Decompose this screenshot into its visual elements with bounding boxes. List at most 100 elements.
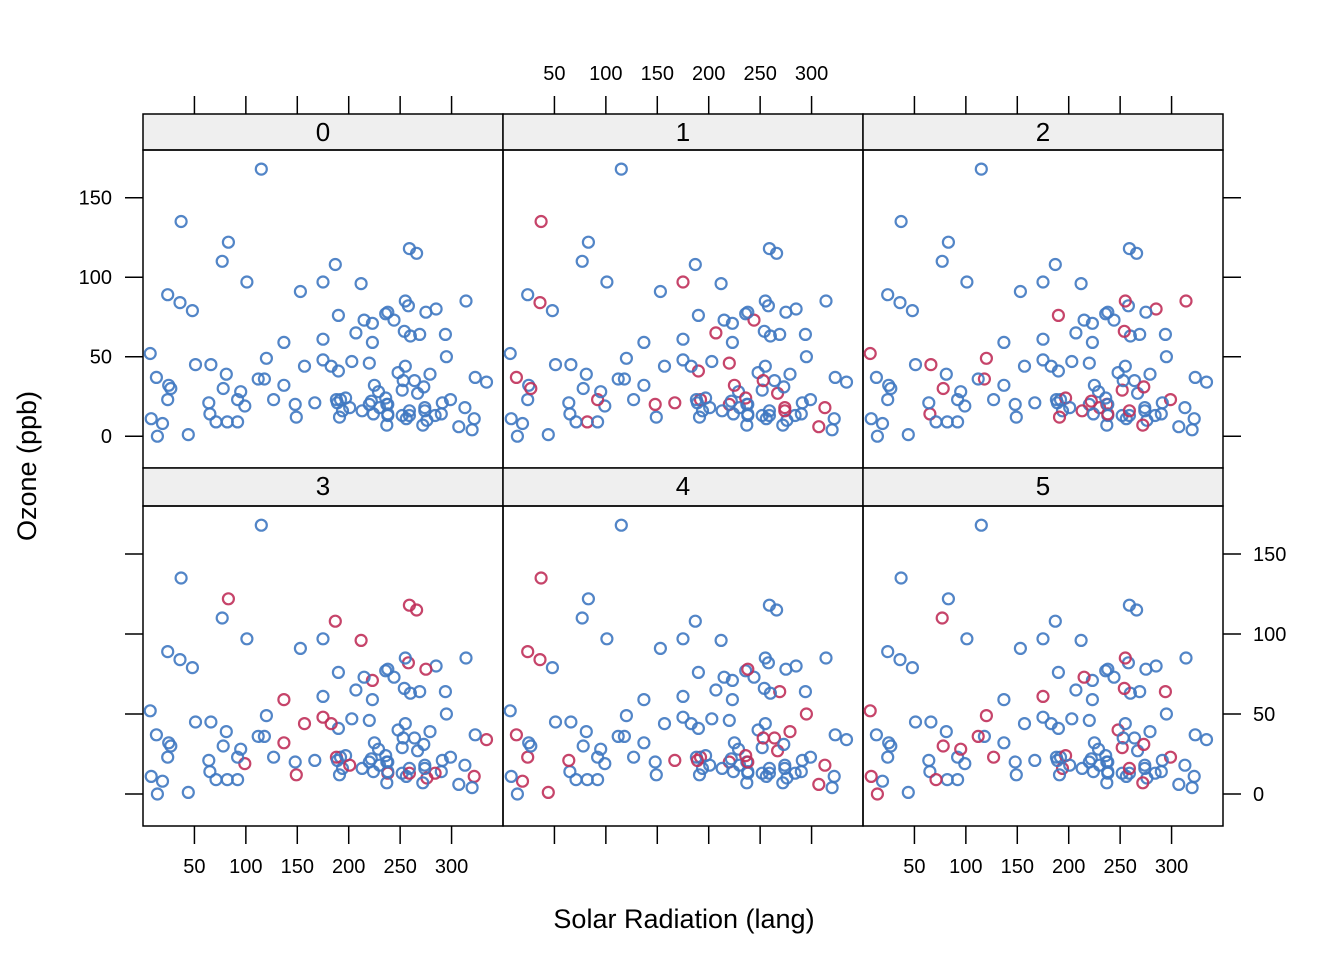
data-point: [875, 774, 890, 788]
data-point-highlight: [1077, 670, 1091, 684]
data-point: [365, 692, 379, 707]
data-point: [381, 764, 395, 779]
data-point: [581, 235, 596, 249]
data-point: [657, 359, 672, 373]
data-point: [324, 359, 338, 373]
data-point: [416, 418, 430, 432]
data-point-highlight: [1163, 393, 1178, 407]
data-point: [277, 378, 291, 392]
data-point: [1065, 712, 1079, 726]
data-point: [545, 304, 560, 318]
data-point: [997, 378, 1011, 392]
data-point: [209, 415, 223, 429]
data-point-highlight: [668, 753, 682, 768]
data-point: [1158, 327, 1173, 341]
data-point: [1178, 758, 1192, 772]
data-point: [423, 724, 437, 739]
data-point: [758, 716, 772, 731]
data-point: [828, 370, 842, 384]
data-point: [366, 407, 380, 421]
data-point: [611, 729, 625, 744]
data-point-highlight: [863, 704, 877, 718]
data-point: [864, 412, 878, 426]
data-point-highlight: [727, 378, 742, 392]
data-point-highlight: [709, 326, 723, 340]
data-point: [332, 410, 347, 424]
strip-background: [502, 113, 864, 151]
data-point: [705, 712, 719, 726]
y-tick-label-right: 150: [1253, 544, 1286, 566]
data-point-highlight: [1052, 410, 1067, 424]
data-point: [144, 769, 158, 784]
data-point: [1050, 753, 1065, 768]
data-point: [379, 391, 393, 405]
data-point: [1063, 758, 1077, 772]
x-tick-label-bottom: 50: [903, 856, 925, 878]
data-point: [1017, 359, 1032, 373]
x-tick-label-bottom: 150: [281, 856, 314, 878]
data-point: [293, 641, 307, 656]
data-point: [397, 681, 411, 696]
y-tick-label-right: 0: [1253, 784, 1264, 806]
data-point-highlight: [289, 768, 303, 782]
data-point: [1187, 769, 1201, 784]
data-point: [762, 404, 777, 418]
data-point: [676, 353, 690, 367]
data-point: [395, 740, 409, 755]
data-point: [234, 742, 248, 756]
data-point: [576, 381, 590, 396]
data-point: [143, 704, 157, 718]
data-point: [1036, 710, 1050, 724]
data-point: [725, 673, 740, 688]
y-axis-left: 0 50 100 150: [79, 188, 143, 795]
x-tick-label-bottom: 250: [1103, 856, 1136, 878]
data-point: [1118, 716, 1132, 731]
data-point-highlight: [1158, 684, 1173, 699]
data-point: [1085, 335, 1100, 349]
strip-label: 2: [1036, 117, 1050, 147]
data-point: [316, 689, 330, 704]
data-point-highlight: [419, 662, 433, 676]
data-point: [1138, 761, 1152, 776]
data-point: [653, 284, 668, 299]
strip-label: 4: [676, 471, 690, 501]
data-point-highlight: [690, 753, 705, 768]
data-point: [776, 776, 790, 790]
data-point: [954, 385, 968, 399]
data-point: [908, 715, 923, 729]
data-point: [564, 715, 578, 729]
x-tick-label-bottom: 50: [183, 856, 205, 878]
data-point: [1036, 332, 1050, 346]
data-point: [935, 254, 949, 268]
data-point: [939, 367, 953, 381]
data-point: [929, 415, 943, 429]
data-point: [366, 764, 380, 779]
panel-2: 2: [862, 113, 1224, 469]
data-point: [364, 752, 378, 766]
data-point: [1086, 407, 1101, 421]
data-point: [349, 683, 363, 697]
data-point: [515, 416, 530, 431]
data-point: [435, 753, 449, 768]
data-point: [881, 288, 895, 302]
data-point: [941, 592, 956, 606]
data-point-highlight: [343, 758, 357, 772]
data-point-highlight: [863, 346, 877, 361]
data-point: [503, 346, 517, 361]
data-point: [149, 728, 163, 742]
data-point: [149, 370, 163, 384]
data-point-highlight: [739, 391, 753, 405]
data-point: [825, 423, 839, 437]
data-point-highlight: [954, 742, 968, 756]
data-point: [725, 335, 740, 349]
data-point: [757, 681, 771, 696]
data-point: [548, 715, 563, 729]
data-point: [345, 712, 359, 726]
data-point: [1008, 755, 1022, 769]
data-point: [619, 708, 634, 723]
data-point-highlight: [676, 275, 690, 289]
data-point-highlight: [324, 716, 338, 731]
data-point: [905, 660, 920, 675]
data-point: [600, 275, 614, 289]
data-point: [465, 423, 479, 437]
